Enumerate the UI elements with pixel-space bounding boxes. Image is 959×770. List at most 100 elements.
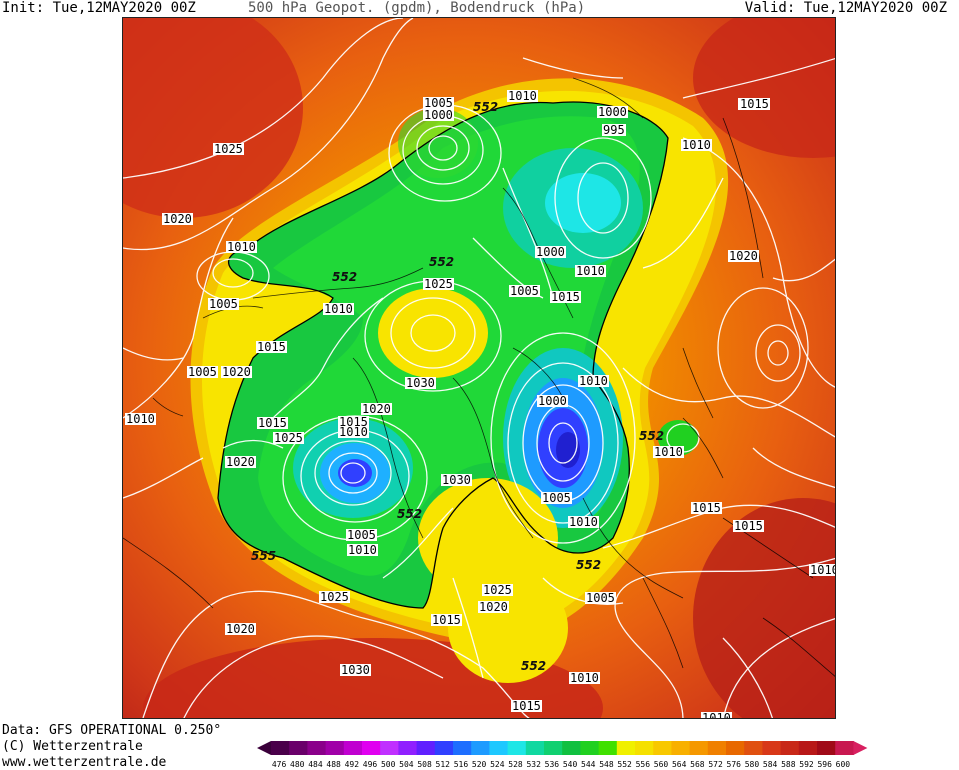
colorbar-tick-label: 484 [308,760,323,769]
colorbar-tick-label: 528 [508,760,523,769]
colorbar-swatch [762,741,782,755]
colorbar-swatch [798,741,818,755]
colorbar-swatch [707,741,727,755]
colorbar-tick-label: 592 [799,760,814,769]
isobar-label: 1015 [338,415,369,429]
isobar-label: 1015 [256,340,287,354]
isobar-label: 1000 [535,245,566,259]
colorbar-left-arrow [257,741,271,755]
colorbar-swatch [489,741,509,755]
colorbar-swatch [398,741,418,755]
isobar-label: 1025 [319,590,350,604]
isobar-label: 1020 [361,402,392,416]
colorbar-tick-label: 492 [344,760,360,769]
colorbar-tick-label: 564 [671,760,687,769]
colorbar-tick-label: 568 [690,760,705,769]
colorbar-tick-label: 504 [399,760,414,769]
isobar-label: 1005 [423,96,454,110]
isobar-label: 1015 [733,519,764,533]
isobar-label: 1015 [550,290,581,304]
isobar-label: 1030 [441,473,472,487]
isobar-label: 1010 [347,543,378,557]
website-url: www.wetterzentrale.de [2,755,167,770]
weather-map[interactable]: 1005 1000 552 1010 1000 995 1010 1015 10… [122,17,836,719]
isobar-label: 1000 [597,105,628,119]
colorbar-ticks: 476 480 484 488 492 496 500 504 508 512 516 520 524 5… [270,760,852,769]
isobar-label: 1015 [257,416,288,430]
colorbar-swatch [726,741,745,755]
isobar-label: 1005 [187,365,218,379]
colorbar-right-arrow [853,741,868,755]
colorbar-tick-label: 576 [726,760,741,769]
colorbar-swatch [307,741,327,755]
colorbar-swatch [580,741,600,755]
geopotential-label: 552 [521,659,547,673]
colorbar-swatch [653,741,672,755]
colorbar-tick-label: 584 [762,760,778,769]
colorbar-tick-label: 560 [653,760,669,769]
colorbar [257,741,868,755]
isobar-label: 1010 [323,302,354,316]
copyright: (C) Wetterzentrale [2,739,143,754]
colorbar-tick-label: 496 [362,760,378,769]
isobar-label: 1015 [511,699,542,713]
colorbar-tick-label: 544 [581,760,596,769]
colorbar-tick-label: 572 [708,760,723,769]
colorbar-tick-label: 596 [817,760,832,769]
colorbar-tick-label: 508 [417,760,432,769]
colorbar-swatch [744,741,763,755]
colorbar-swatch [289,741,308,755]
colorbar-swatch [780,741,800,755]
isobar-label: 1010 [338,425,369,439]
colorbar-tick-label: 600 [835,760,851,769]
isobar-label: 1010 [569,671,600,685]
isobar-label: 1005 [585,591,616,605]
colorbar-swatch [525,741,545,755]
colorbar-tick-label: 500 [380,760,396,769]
colorbar-swatch [343,741,363,755]
isobar-label: 1030 [340,663,371,677]
colorbar-tick-label: 516 [453,760,469,769]
geopotential-label: 552 [332,270,358,284]
isobar-label: 1010 [507,89,538,103]
isobar-label: 1015 [431,613,462,627]
colorbar-tick-label: 488 [326,760,341,769]
geopotential-label: 552 [576,558,602,572]
colorbar-swatch [671,741,691,755]
colorbar-swatch [471,741,490,755]
init-time: Init: Tue,12MAY2020 00Z [2,0,196,16]
isobar-label: 995 [602,123,626,137]
isobar-label: 1010 [809,564,835,576]
isobar-label: 1025 [482,583,513,597]
data-source: Data: GFS OPERATIONAL 0.250° [2,723,222,738]
colorbar-tick-label: 532 [526,760,541,769]
colorbar-swatch [325,741,345,755]
colorbar-swatch [507,741,527,755]
geopotential-label: 552 [473,100,499,114]
colorbar-swatch [562,741,581,755]
colorbar-swatch [635,741,654,755]
colorbar-tick-label: 536 [544,760,560,769]
isobar-label: 1025 [213,142,244,156]
isobar-label: 1030 [405,376,436,390]
colorbar-tick-label: 548 [599,760,614,769]
geopotential-label: 552 [429,255,455,269]
colorbar-swatch [835,741,854,755]
colorbar-tick-label: 480 [290,760,305,769]
isobar-label: 1000 [423,108,454,122]
isobar-label: 1010 [701,712,732,718]
isobar-label: 1025 [273,431,304,445]
colorbar-tick-label: 588 [781,760,796,769]
colorbar-swatch [380,741,399,755]
colorbar-tick-label: 552 [617,760,632,769]
isobar-label: 1010 [568,515,599,529]
isobar-label: 1015 [691,501,722,515]
isobar-label: 1020 [221,365,252,379]
isobar-label: 1020 [225,622,256,636]
isobar-label: 1010 [226,240,257,254]
colorbar-tick-label: 556 [635,760,651,769]
geopotential-label: 555 [251,549,277,563]
colorbar-swatch [616,741,636,755]
colorbar-tick-label: 540 [562,760,578,769]
isobar-label: 1010 [125,412,156,426]
